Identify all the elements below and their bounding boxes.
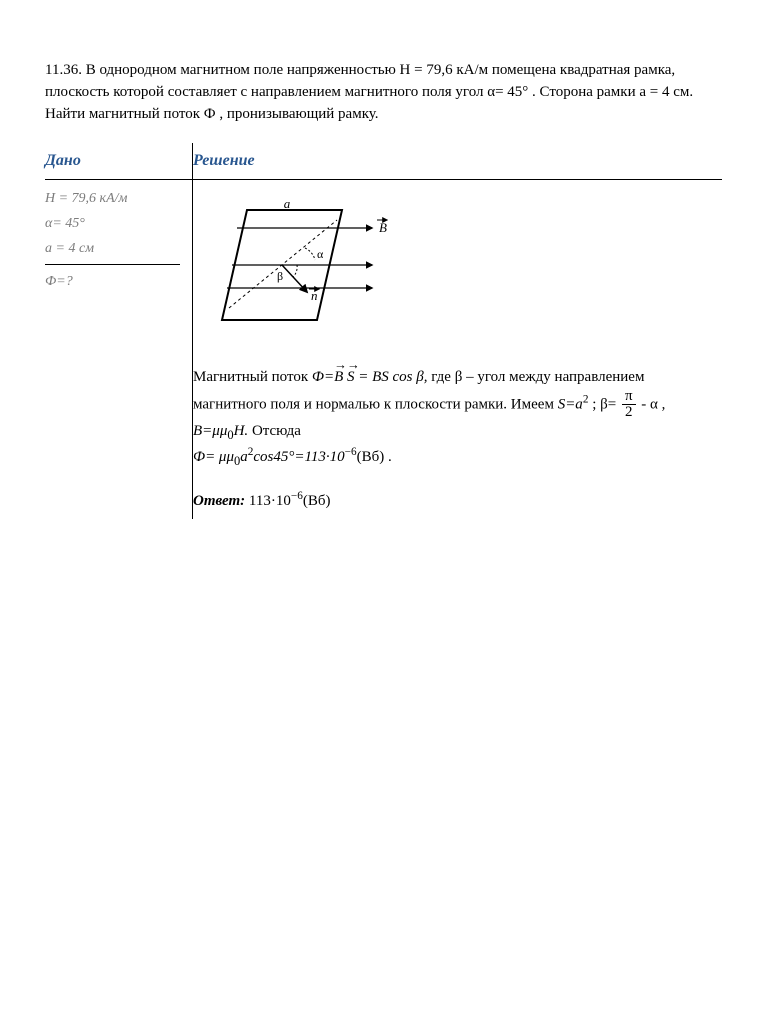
diagram-label-beta: β [277,269,283,283]
solution-header: Решение [193,152,255,169]
vec-B: B [334,369,343,385]
diagram-label-a: a [284,200,291,211]
solution-text: Магнитный поток Ф=B S = BS cos β, где β … [193,367,710,471]
sol-phi-rhs: = BS cos β, [354,369,427,385]
given-header: Дано [45,152,81,169]
frac-num: π [622,389,636,406]
given-alpha: α= 45° [45,211,180,236]
given-question: Ф=? [45,269,180,294]
sol-phi-lhs: Ф= [312,369,334,385]
given-block: H = 79,6 кА/м α= 45° a = 4 см Ф=? [45,186,180,294]
answer-block: Ответ: 113·10−6(Вб) [193,488,710,513]
sol-intro: Магнитный поток [193,369,312,385]
answer-label: Ответ: [193,493,245,509]
diagram-label-B: B [379,220,387,235]
fraction-pi-2: π2 [622,389,636,422]
problem-number: 11.36. [45,62,82,78]
answer-exp: −6 [291,490,303,502]
final-2: a [240,449,248,465]
final-3: cos45°=113·10 [253,449,344,465]
frac-den: 2 [622,405,636,421]
sol-b-eq: B=μμ [193,423,227,439]
solution-table: Дано Решение H = 79,6 кА/м α= 45° a = 4 … [45,143,722,519]
problem-statement: 11.36. В однородном магнитном поле напря… [45,60,722,125]
final-1: Ф= μμ [193,449,234,465]
answer-value: 113·10 [245,493,291,509]
answer-unit: (Вб) [303,493,331,509]
final-exp3: −6 [345,446,357,458]
sol-b-eq-end: H. [234,423,249,439]
diagram: a B [207,200,710,343]
problem-text: В однородном магнитном поле напряженност… [45,62,693,122]
solution-body: a B [193,186,710,513]
given-a: a = 4 см [45,236,180,261]
sol-s-eq: S=a [558,396,583,412]
vec-S: S [347,369,355,385]
diagram-label-n: n [311,288,318,303]
diagram-label-alpha: α [317,247,324,261]
sol-hence: Отсюда [248,423,301,439]
given-divider [45,264,180,265]
sol-semi: ; β= [588,396,620,412]
given-H: H = 79,6 кА/м [45,186,180,211]
sol-after-frac: - α , [638,396,666,412]
final-unit: (Вб) . [357,449,392,465]
